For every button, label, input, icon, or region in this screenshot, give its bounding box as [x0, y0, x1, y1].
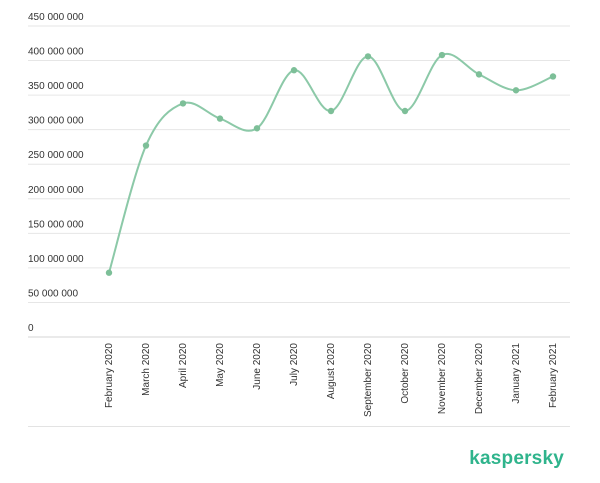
- kaspersky-logo: kaspersky: [469, 448, 564, 469]
- data-point: [401, 107, 409, 115]
- data-point: [216, 115, 224, 122]
- y-tick-label: 350 000 000: [28, 81, 84, 92]
- data-points: [105, 51, 557, 276]
- data-point: [253, 125, 261, 132]
- x-tick-label: December 2020: [474, 343, 485, 415]
- y-tick-label: 250 000 000: [28, 150, 84, 161]
- data-point: [549, 73, 557, 80]
- y-axis-tick-labels: 0 50 000 000 100 000 000 150 000 000 200 000…: [28, 12, 84, 334]
- data-point: [105, 269, 113, 276]
- y-tick-label: 50 000 000: [28, 288, 78, 299]
- x-tick-label: October 2020: [400, 343, 411, 404]
- bottom-divider: [28, 426, 570, 427]
- data-point: [364, 53, 372, 60]
- y-tick-label: 200 000 000: [28, 185, 84, 196]
- data-point: [142, 142, 150, 149]
- data-point: [327, 107, 335, 115]
- x-tick-label: August 2020: [326, 343, 337, 400]
- x-tick-label: June 2020: [252, 343, 263, 390]
- x-tick-label: May 2020: [215, 343, 226, 387]
- y-tick-label: 150 000 000: [28, 219, 84, 230]
- x-tick-label: February 2020: [104, 343, 115, 408]
- series-line: [108, 52, 554, 274]
- x-axis-tick-labels: February 2020 March 2020 April 2020 May 202…: [104, 343, 559, 417]
- line-chart: 0 50 000 000 100 000 000 150 000 000 200 000…: [28, 12, 570, 417]
- data-point: [512, 87, 520, 94]
- x-tick-label: April 2020: [178, 343, 189, 388]
- y-tick-label: 450 000 000: [28, 12, 84, 23]
- x-tick-label: July 2020: [289, 343, 300, 386]
- gridlines: [28, 25, 570, 338]
- x-tick-label: January 2021: [511, 343, 522, 404]
- data-point: [179, 100, 187, 107]
- y-tick-label: 100 000 000: [28, 254, 84, 265]
- y-tick-label: 0: [28, 323, 34, 334]
- data-point: [438, 51, 446, 59]
- data-point: [290, 67, 298, 74]
- x-tick-label: November 2020: [437, 343, 448, 415]
- x-tick-label: March 2020: [141, 343, 152, 396]
- x-tick-label: February 2021: [548, 343, 559, 408]
- data-point: [475, 71, 483, 78]
- x-tick-label: September 2020: [363, 343, 374, 417]
- y-tick-label: 400 000 000: [28, 47, 84, 58]
- y-tick-label: 300 000 000: [28, 116, 84, 127]
